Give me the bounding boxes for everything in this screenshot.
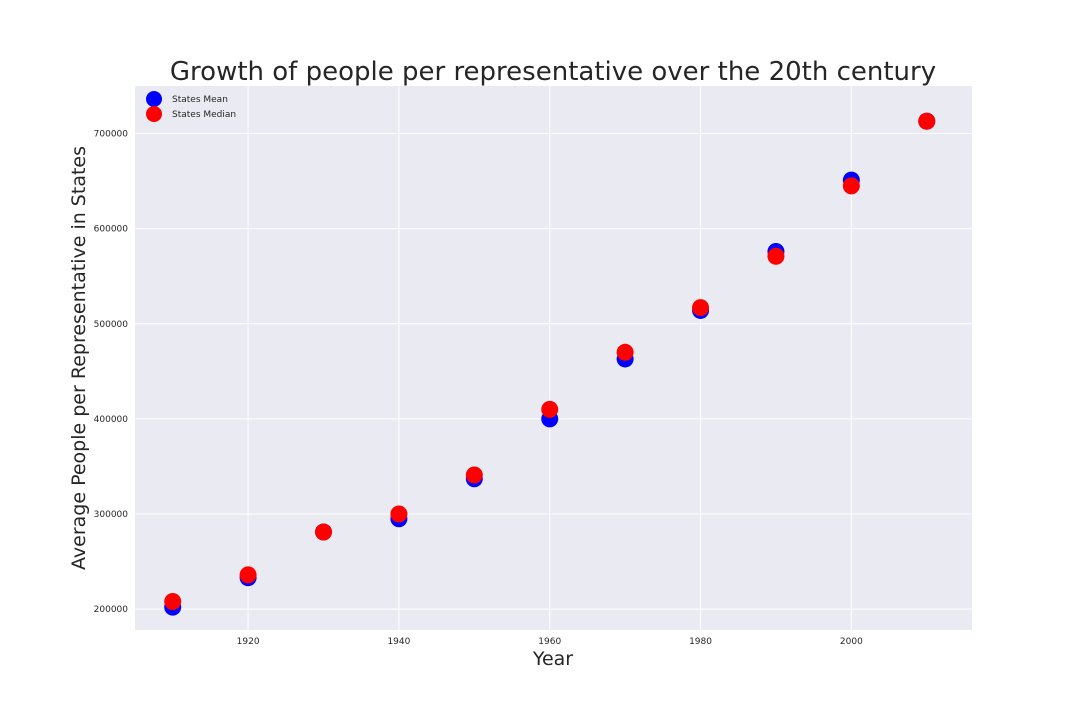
y-axis-label: Average People per Representative in Sta…	[68, 146, 90, 570]
x-tick-label: 1980	[689, 637, 712, 647]
point-states-median	[390, 505, 408, 523]
y-tick-label: 600000	[94, 225, 129, 235]
legend-marker-states-median	[146, 106, 162, 122]
point-states-median	[918, 112, 936, 130]
y-tick-label: 700000	[94, 130, 129, 140]
point-states-median	[767, 247, 785, 265]
point-states-median	[842, 177, 860, 195]
grid	[135, 86, 972, 630]
plot-area	[135, 86, 972, 630]
y-tick-label: 500000	[94, 320, 129, 330]
y-tick-label: 200000	[94, 605, 129, 615]
x-tick-label: 1940	[387, 637, 410, 647]
point-states-median	[315, 523, 333, 541]
y-tick-label: 400000	[94, 415, 129, 425]
point-states-median	[692, 299, 710, 317]
legend-label-states-median: States Median	[172, 110, 236, 120]
point-states-median	[616, 343, 634, 361]
x-axis-label: Year	[532, 648, 573, 670]
x-tick-label: 2000	[840, 637, 863, 647]
legend: States Mean States Median	[146, 91, 236, 122]
chart-title: Growth of people per representative over…	[170, 57, 936, 87]
legend-label-states-mean: States Mean	[172, 95, 228, 105]
data-points	[164, 112, 936, 616]
point-states-median	[239, 566, 257, 584]
legend-marker-states-mean	[146, 91, 162, 107]
x-tick-label: 1960	[538, 637, 561, 647]
x-tick-label: 1920	[237, 637, 260, 647]
point-states-median	[541, 400, 559, 418]
y-tick-label: 300000	[94, 510, 129, 520]
point-states-median	[465, 466, 483, 484]
point-states-median	[164, 592, 182, 610]
tick-labels: 1920 1940 1960 1980 2000 200000 300000 400000 50…	[94, 130, 863, 647]
